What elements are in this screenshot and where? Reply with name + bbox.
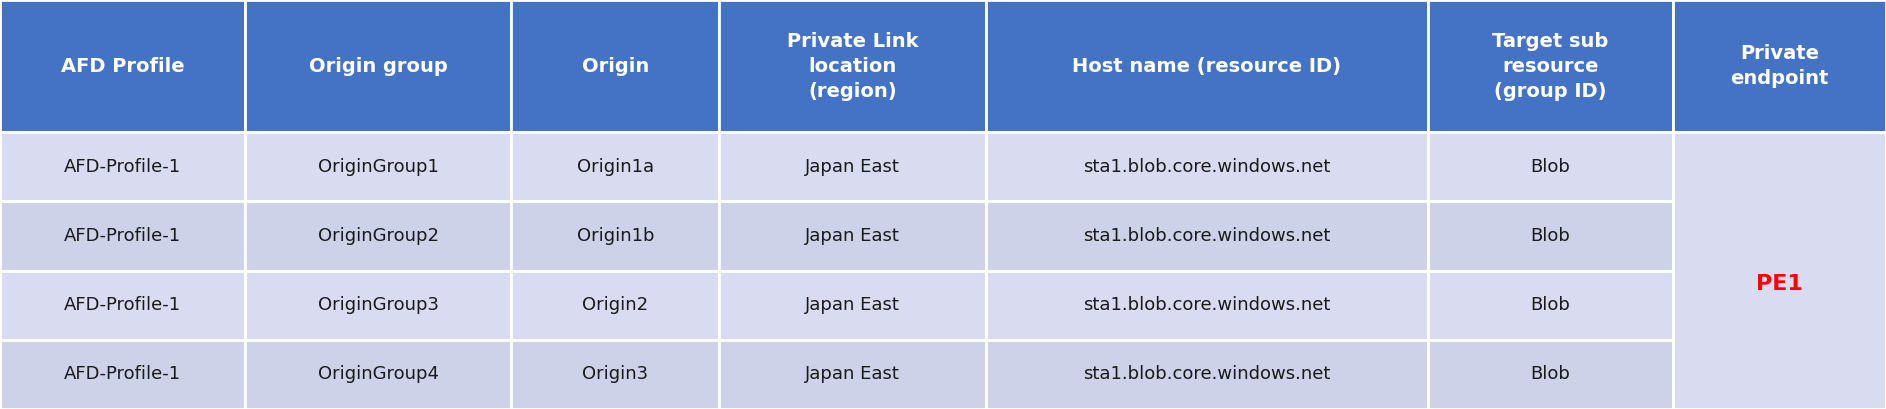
Text: AFD Profile: AFD Profile [60,56,185,76]
Text: Target sub
resource
(group ID): Target sub resource (group ID) [1492,31,1609,101]
Text: sta1.blob.core.windows.net: sta1.blob.core.windows.net [1083,158,1330,176]
Text: Private Link
location
(region): Private Link location (region) [786,31,918,101]
Bar [986,340,1428,409]
Bar [986,0,1428,132]
Text: Private
endpoint: Private endpoint [1729,44,1829,88]
Bar [719,340,986,409]
Text: OriginGroup1: OriginGroup1 [319,158,439,176]
Text: Origin2: Origin2 [583,296,649,314]
Bar [0,132,245,202]
Text: AFD-Profile-1: AFD-Profile-1 [64,227,181,245]
Bar [1428,271,1673,340]
Bar [245,340,511,409]
Text: Japan East: Japan East [805,296,900,314]
Text: Origin1b: Origin1b [577,227,654,245]
Bar [0,202,245,271]
Text: Japan East: Japan East [805,365,900,383]
Bar [986,271,1428,340]
Text: Blob: Blob [1530,296,1571,314]
Bar [719,0,986,132]
Text: AFD-Profile-1: AFD-Profile-1 [64,296,181,314]
Text: AFD-Profile-1: AFD-Profile-1 [64,365,181,383]
Bar [511,340,719,409]
Bar [245,0,511,132]
Text: Origin1a: Origin1a [577,158,654,176]
Text: OriginGroup3: OriginGroup3 [317,296,439,314]
Text: Blob: Blob [1530,227,1571,245]
Text: OriginGroup4: OriginGroup4 [317,365,439,383]
Bar [719,132,986,202]
Bar [0,271,245,340]
Text: Origin group: Origin group [309,56,447,76]
Text: Blob: Blob [1530,158,1571,176]
Bar [511,202,719,271]
Text: Origin3: Origin3 [583,365,649,383]
Bar [1673,132,1886,409]
Text: sta1.blob.core.windows.net: sta1.blob.core.windows.net [1083,227,1330,245]
Text: Host name (resource ID): Host name (resource ID) [1073,56,1341,76]
Text: Japan East: Japan East [805,227,900,245]
Text: sta1.blob.core.windows.net: sta1.blob.core.windows.net [1083,296,1330,314]
Bar [986,132,1428,202]
Bar [0,340,245,409]
Bar [511,132,719,202]
Text: PE1: PE1 [1756,274,1803,294]
Text: Japan East: Japan East [805,158,900,176]
Bar [511,0,719,132]
Bar [245,202,511,271]
Text: AFD-Profile-1: AFD-Profile-1 [64,158,181,176]
Bar [0,0,245,132]
Text: Blob: Blob [1530,365,1571,383]
Text: Origin: Origin [581,56,649,76]
Bar [245,271,511,340]
Bar [1673,0,1886,132]
Bar [986,202,1428,271]
Text: OriginGroup2: OriginGroup2 [317,227,439,245]
Text: sta1.blob.core.windows.net: sta1.blob.core.windows.net [1083,365,1330,383]
Bar [1428,0,1673,132]
Bar [245,132,511,202]
Bar [511,271,719,340]
Bar [1428,202,1673,271]
Bar [1428,340,1673,409]
Bar [719,271,986,340]
Bar [719,202,986,271]
Bar [1428,132,1673,202]
